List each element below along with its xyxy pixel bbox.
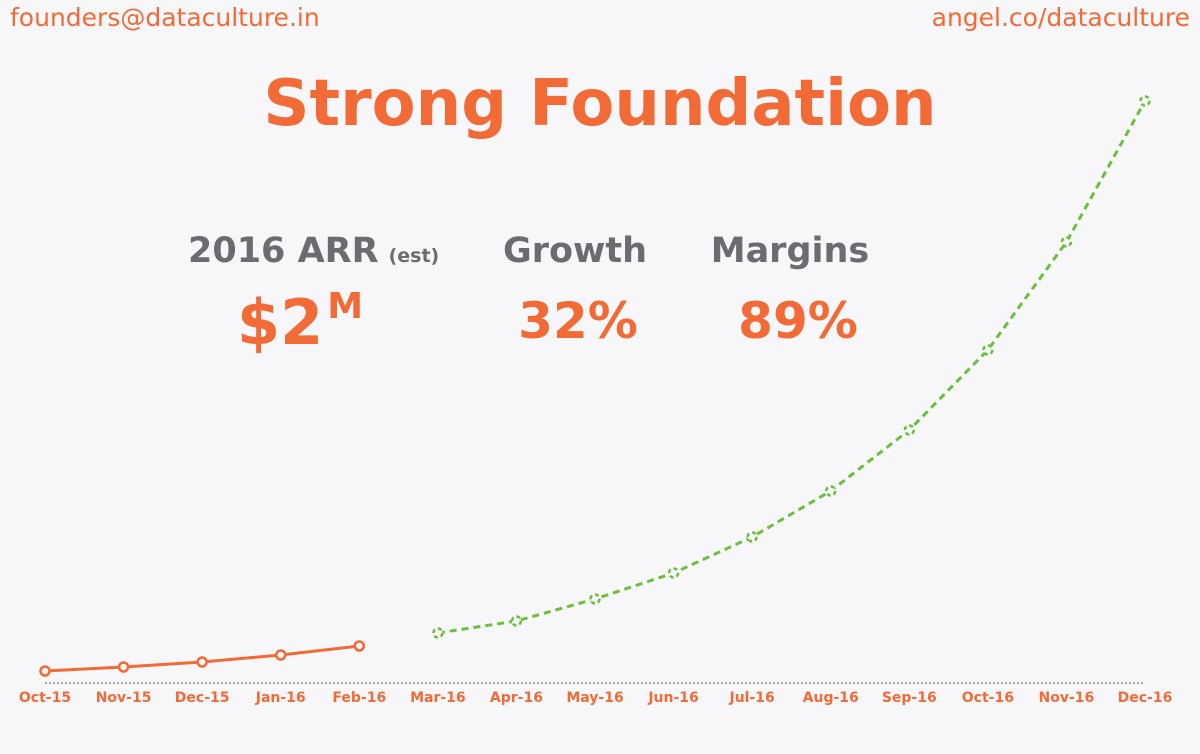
data-point (824, 485, 837, 497)
data-point (39, 665, 51, 677)
data-point (432, 627, 444, 639)
stat-value: 89% (738, 292, 858, 350)
stat-label-text: 2016 ARR (188, 231, 379, 271)
x-tick-label: Nov-15 (96, 690, 152, 706)
data-point (1139, 95, 1151, 107)
x-tick-label: Jun-16 (647, 690, 698, 706)
stat-label: 2016 ARR (est) (188, 231, 439, 271)
email: founders@dataculture.in (10, 3, 320, 32)
x-tick-label: Oct-16 (962, 690, 1014, 706)
series-line (437, 100, 1147, 635)
x-tick-label: Oct-15 (19, 690, 71, 706)
x-tick-label: Jan-16 (255, 690, 306, 706)
x-tick-label: Apr-16 (490, 690, 543, 706)
data-point (903, 424, 916, 436)
stat-note: (est) (389, 245, 440, 267)
data-point (353, 640, 366, 652)
data-point (589, 593, 601, 605)
x-tick-label: Mar-16 (410, 690, 466, 706)
data-point (982, 344, 994, 356)
x-tick-label: Jul-16 (729, 690, 775, 706)
data-point (667, 567, 680, 579)
x-tick-label: Dec-15 (175, 690, 230, 706)
stat-value: $2 M (237, 286, 363, 359)
x-tick-label: Sep-16 (882, 690, 937, 706)
stat-label: Margins (711, 231, 870, 271)
x-tick-label: Aug-16 (803, 690, 859, 706)
x-tick-label: Nov-16 (1039, 690, 1095, 706)
slide-title: Strong Foundation (263, 67, 936, 141)
stat-value: 32% (518, 292, 638, 350)
stat-label: Growth (503, 231, 647, 271)
x-tick-label: Feb-16 (332, 690, 386, 706)
data-point (1060, 236, 1073, 248)
stat-value-text: $2 (237, 286, 323, 359)
site-link: angel.co/dataculture (932, 3, 1190, 32)
data-point (117, 661, 130, 673)
data-point (274, 649, 287, 661)
data-point (196, 656, 208, 668)
data-point (510, 615, 523, 627)
stat-unit: M (327, 286, 363, 327)
x-tick-label: Dec-16 (1118, 690, 1173, 706)
data-point (746, 531, 758, 543)
x-tick-label: May-16 (566, 690, 623, 706)
